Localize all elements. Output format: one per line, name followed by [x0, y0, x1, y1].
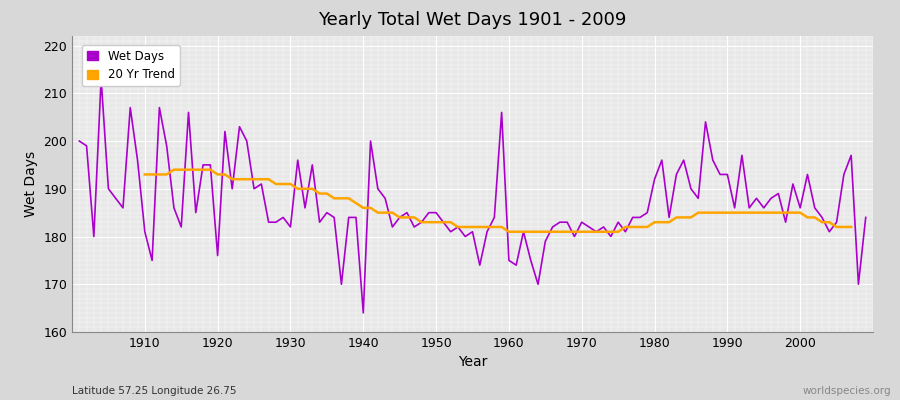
Title: Yearly Total Wet Days 1901 - 2009: Yearly Total Wet Days 1901 - 2009	[319, 11, 626, 29]
Text: Latitude 57.25 Longitude 26.75: Latitude 57.25 Longitude 26.75	[72, 386, 237, 396]
X-axis label: Year: Year	[458, 356, 487, 370]
Legend: Wet Days, 20 Yr Trend: Wet Days, 20 Yr Trend	[82, 45, 180, 86]
Y-axis label: Wet Days: Wet Days	[23, 151, 38, 217]
Text: worldspecies.org: worldspecies.org	[803, 386, 891, 396]
